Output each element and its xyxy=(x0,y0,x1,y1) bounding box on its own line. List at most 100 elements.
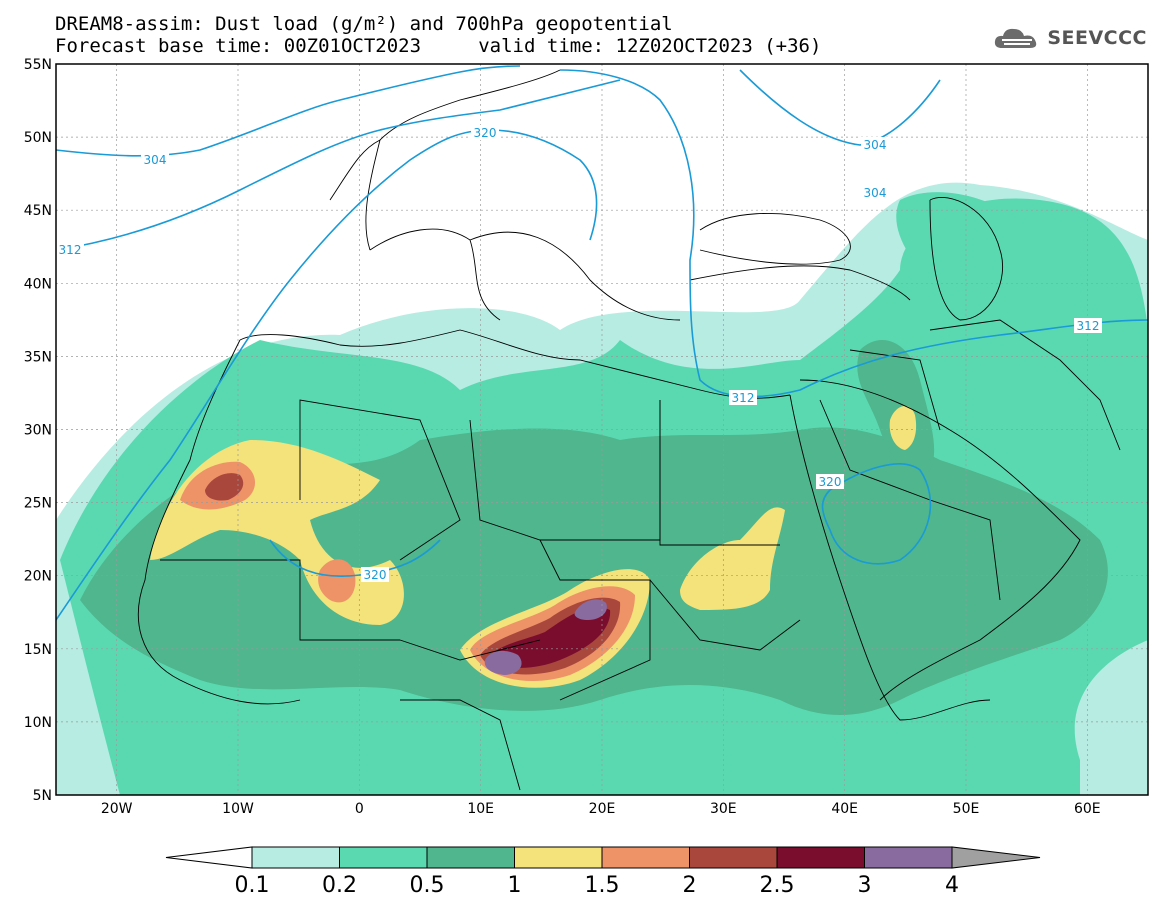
coastline-europe xyxy=(329,69,681,321)
lat-label: 35N xyxy=(24,349,52,365)
lon-label: 20E xyxy=(589,801,616,817)
lon-label: 20W xyxy=(101,801,133,817)
latitude-labels: 55N 50N 45N 40N 35N 30N 25N 20N 15N 10N 5N xyxy=(24,57,52,804)
contour-312-east xyxy=(559,69,1149,398)
map-title-line-1: DREAM8-assim: Dust load (g/m²) and 700hP… xyxy=(55,13,673,35)
contour-label-bg xyxy=(141,152,169,167)
lon-label: 0 xyxy=(355,801,364,817)
contour-label: 312 xyxy=(1077,319,1100,333)
colorbar-swatch xyxy=(251,846,340,869)
contour-label: 304 xyxy=(144,153,167,167)
coastline-red-sea xyxy=(789,394,991,721)
contour-label-bg xyxy=(816,474,844,489)
dust-band-2-west xyxy=(205,473,244,501)
contour-label: 320 xyxy=(364,568,387,582)
border-iraq xyxy=(849,349,941,431)
map-title-line-2: Forecast base time: 00Z01OCT2023 valid t… xyxy=(55,35,822,57)
contour-label-bg xyxy=(729,390,757,405)
lat-label: 55N xyxy=(24,57,52,73)
border-niger xyxy=(399,639,541,661)
contour-label-bg xyxy=(1074,318,1102,333)
lon-label: 40E xyxy=(831,801,858,817)
border-turkey xyxy=(689,265,911,301)
colorbar-under-arrow xyxy=(165,846,253,869)
contour-304-east xyxy=(739,69,941,146)
lat-label: 25N xyxy=(24,496,52,512)
border-egypt xyxy=(659,400,780,546)
lon-label: 10W xyxy=(222,801,254,817)
contour-312-west xyxy=(55,79,621,251)
border-caspian xyxy=(929,197,1004,321)
colorbar-swatch xyxy=(426,846,515,869)
dust-band-0-5-iraq xyxy=(857,340,935,473)
contour-label: 312 xyxy=(59,243,82,257)
dust-band-2-5-central xyxy=(490,607,611,668)
seevccc-logo: SEEVCCC xyxy=(992,24,1147,52)
longitude-labels: 20W 10W 0 10E 20E 30E 40E 50E 60E xyxy=(101,801,1101,817)
dust-band-3-sudan xyxy=(574,599,607,620)
colorbar-label: 0.2 xyxy=(322,873,357,898)
lat-label: 15N xyxy=(24,642,52,658)
dust-band-3-chad xyxy=(484,650,522,675)
dust-load-field xyxy=(56,182,1148,796)
border-iran xyxy=(929,319,1121,451)
contour-label: 312 xyxy=(732,391,755,405)
colorbar: 0.1 0.2 0.5 1 1.5 2 2.5 3 4 xyxy=(165,846,1041,898)
contour-label: 304 xyxy=(864,138,887,152)
lat-label: 40N xyxy=(24,276,52,292)
lat-lon-grid xyxy=(56,64,1148,795)
colorbar-label: 1.5 xyxy=(585,873,620,898)
colorbar-swatch xyxy=(601,846,690,869)
logo-text: SEEVCCC xyxy=(1047,27,1147,49)
colorbar-swatch xyxy=(339,846,428,869)
contour-320-south xyxy=(269,539,441,578)
map-frame xyxy=(55,63,1149,796)
colorbar-label: 0.1 xyxy=(235,873,270,898)
contour-label: 304 xyxy=(864,186,887,200)
dust-band-1-sudan xyxy=(680,507,785,610)
colorbar-label: 2 xyxy=(683,873,697,898)
contour-label-layer: 304 320 304 304 312 312 312 320 320 xyxy=(56,125,1102,582)
lat-label: 5N xyxy=(33,788,52,804)
border-algeria xyxy=(299,399,461,561)
colorbar-label: 3 xyxy=(858,873,872,898)
lon-label: 30E xyxy=(710,801,737,817)
lat-label: 10N xyxy=(24,715,52,731)
contour-304-west xyxy=(55,65,521,157)
contour-label: 320 xyxy=(474,126,497,140)
contour-label: 320 xyxy=(819,475,842,489)
border-nigeria xyxy=(400,699,521,791)
colorbar-label: 2.5 xyxy=(760,873,795,898)
lat-label: 45N xyxy=(24,203,52,219)
contour-label-bg xyxy=(471,125,499,140)
colorbar-swatch xyxy=(776,846,865,869)
border-mali xyxy=(160,559,400,641)
dust-band-0-2-northeast xyxy=(896,192,1052,322)
contour-label-bg xyxy=(361,567,389,582)
colorbar-label: 0.5 xyxy=(410,873,445,898)
lon-label: 10E xyxy=(467,801,494,817)
colorbar-swatch xyxy=(689,846,778,869)
colorbar-label: 1 xyxy=(508,873,522,898)
colorbar-swatch xyxy=(864,846,953,869)
contour-label-bg xyxy=(861,137,889,152)
colorbar-label: 4 xyxy=(945,873,959,898)
coastline-black-sea xyxy=(699,212,851,265)
dust-band-1-5-algeria xyxy=(318,559,356,603)
geopotential-contours xyxy=(55,65,1149,621)
lon-label: 50E xyxy=(953,801,980,817)
contour-label-bg xyxy=(56,242,84,257)
cloud-icon xyxy=(995,28,1037,48)
coastline-africa-west xyxy=(138,339,301,705)
colorbar-over-arrow xyxy=(951,846,1041,869)
lon-label: 60E xyxy=(1074,801,1101,817)
lat-label: 20N xyxy=(24,569,52,585)
border-sudan xyxy=(649,579,801,651)
contour-320-west xyxy=(55,129,598,621)
contour-320-central xyxy=(821,463,932,565)
coastline-africa-north xyxy=(239,329,791,399)
coastline-arabia xyxy=(799,379,1081,701)
lat-label: 30N xyxy=(24,423,52,439)
colorbar-swatch xyxy=(514,846,603,869)
